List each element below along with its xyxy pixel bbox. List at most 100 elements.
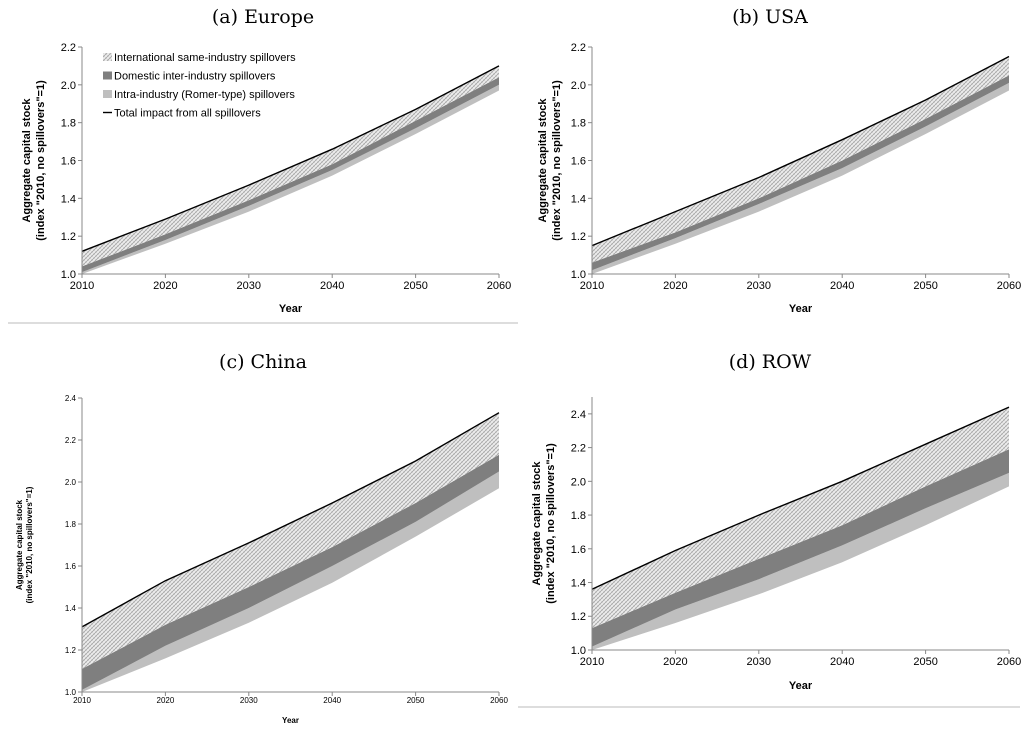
intra-industry-band (592, 472, 1009, 650)
y-tick-label: 1.8 (571, 510, 586, 522)
chart-panel: (d) ROW 1.0 1.2 1.4 1.6 1.8 2.0 2.2 2.4 2010 2020 2… (531, 351, 1021, 692)
legend-label: Intra-industry (Romer-type) spillovers (114, 89, 295, 101)
chart-panel: (c) China 1.0 1.2 1.4 1.6 1.8 2.0 2.2 2.4 2010 202… (15, 351, 508, 725)
y-axis-title-line2: (index "2010, no spillovers"=1) (25, 486, 34, 603)
y-axis-title-line1: Aggregate capital stock (21, 98, 33, 223)
y-tick-label: 1.6 (571, 544, 586, 556)
y-tick-label: 2.0 (571, 80, 586, 92)
total-impact-line (81, 65, 500, 252)
chart-panel: (a) Europe 1.0 1.2 1.4 1.6 1.8 2.0 2.2 2010 2020 2… (21, 6, 511, 315)
y-tick-label: 1.0 (571, 269, 586, 281)
x-tick-label: 2030 (240, 696, 258, 705)
total-impact-line (591, 406, 1010, 590)
y-tick-label: 1.6 (61, 155, 76, 167)
domestic-band (82, 77, 499, 273)
y-tick-label: 1.4 (65, 604, 77, 613)
x-tick-label: 2010 (70, 280, 94, 292)
x-tick-label: 2050 (403, 280, 427, 292)
international-band (592, 56, 1009, 263)
y-axis-title: Aggregate capital stock(index "2010, no … (21, 80, 47, 241)
y-tick-label: 2.2 (61, 42, 76, 54)
y-axis-title-line1: Aggregate capital stock (537, 98, 549, 223)
y-tick-label: 1.0 (571, 645, 586, 657)
y-axis-title-line2: (index "2010, no spillovers"=1) (545, 443, 557, 604)
panel-caption: (d) ROW (729, 351, 812, 373)
legend-swatch (103, 53, 112, 61)
x-tick-label: 2020 (153, 280, 177, 292)
y-tick-label: 1.4 (571, 193, 586, 205)
y-axis-title: Aggregate capital stock(index "2010, no … (531, 443, 557, 604)
legend-swatch (103, 90, 112, 98)
x-tick-label: 2040 (323, 696, 341, 705)
y-tick-label: 2.0 (571, 476, 586, 488)
legend-label: Total impact from all spillovers (114, 108, 261, 120)
y-tick-label: 2.2 (65, 436, 77, 445)
y-axis-title: Aggregate capital stock(index "2010, no … (537, 80, 563, 241)
x-axis-title: Year (789, 303, 813, 315)
intra-industry-band (592, 82, 1009, 275)
chart-panel: (b) USA 1.0 1.2 1.4 1.6 1.8 2.0 2.2 2010 2020 2030… (537, 6, 1021, 315)
x-axis-title: Year (789, 680, 813, 692)
y-axis-title-line1: Aggregate capital stock (15, 499, 24, 590)
legend-swatch (103, 71, 112, 80)
domestic-band (82, 454, 499, 690)
y-tick-label: 1.8 (571, 118, 586, 130)
x-tick-label: 2060 (490, 696, 508, 705)
x-tick-label: 2040 (830, 656, 854, 668)
x-tick-label: 2040 (320, 280, 344, 292)
x-tick-label: 2060 (997, 656, 1021, 668)
x-tick-label: 2020 (663, 656, 687, 668)
y-tick-label: 1.6 (65, 562, 77, 571)
x-tick-label: 2040 (830, 280, 854, 292)
x-tick-label: 2020 (663, 280, 687, 292)
panel-caption: (a) Europe (212, 6, 314, 28)
international-band (82, 412, 499, 669)
x-tick-label: 2030 (747, 280, 771, 292)
legend-label: Domestic inter-industry spillovers (114, 71, 276, 83)
y-tick-label: 1.8 (61, 118, 76, 130)
y-tick-label: 1.6 (571, 155, 586, 167)
y-tick-label: 2.4 (65, 394, 77, 403)
legend-label: International same-industry spillovers (114, 52, 296, 64)
y-tick-label: 2.2 (571, 42, 586, 54)
y-tick-label: 1.4 (61, 193, 76, 205)
x-tick-label: 2060 (487, 280, 511, 292)
x-tick-label: 2010 (580, 280, 604, 292)
x-tick-label: 2030 (747, 656, 771, 668)
y-tick-label: 2.4 (571, 409, 586, 421)
y-tick-label: 2.0 (65, 478, 77, 487)
total-impact-line (591, 55, 1010, 247)
y-tick-label: 2.2 (571, 443, 586, 455)
total-impact-line (81, 412, 500, 628)
y-tick-label: 1.0 (61, 269, 76, 281)
y-tick-label: 1.2 (571, 231, 586, 243)
x-tick-label: 2050 (407, 696, 425, 705)
x-tick-label: 2010 (580, 656, 604, 668)
y-axis-title-line2: (index "2010, no spillovers"=1) (35, 80, 47, 241)
international-band (592, 407, 1009, 629)
international-band (82, 65, 499, 267)
y-axis-title: Aggregate capital stock(index "2010, no … (15, 486, 34, 603)
y-tick-label: 1.0 (65, 688, 77, 697)
y-tick-label: 1.4 (571, 577, 586, 589)
y-tick-label: 1.2 (61, 231, 76, 243)
x-axis-title: Year (282, 716, 299, 725)
x-tick-label: 2050 (913, 280, 937, 292)
x-tick-label: 2050 (913, 656, 937, 668)
y-axis-title-line1: Aggregate capital stock (531, 461, 543, 586)
intra-industry-band (82, 471, 499, 692)
x-tick-label: 2030 (237, 280, 261, 292)
y-tick-label: 1.2 (571, 611, 586, 623)
domestic-band (592, 75, 1009, 271)
y-tick-label: 2.0 (61, 80, 76, 92)
legend: International same-industry spillovers Do… (103, 52, 296, 120)
x-axis-title: Year (279, 303, 303, 315)
y-axis-title-line2: (index "2010, no spillovers"=1) (551, 80, 563, 241)
panel-caption: (c) China (219, 351, 307, 373)
y-tick-label: 1.8 (65, 520, 77, 529)
x-tick-label: 2020 (157, 696, 175, 705)
panel-caption: (b) USA (732, 6, 808, 28)
domestic-band (592, 449, 1009, 647)
x-tick-label: 2010 (73, 696, 91, 705)
